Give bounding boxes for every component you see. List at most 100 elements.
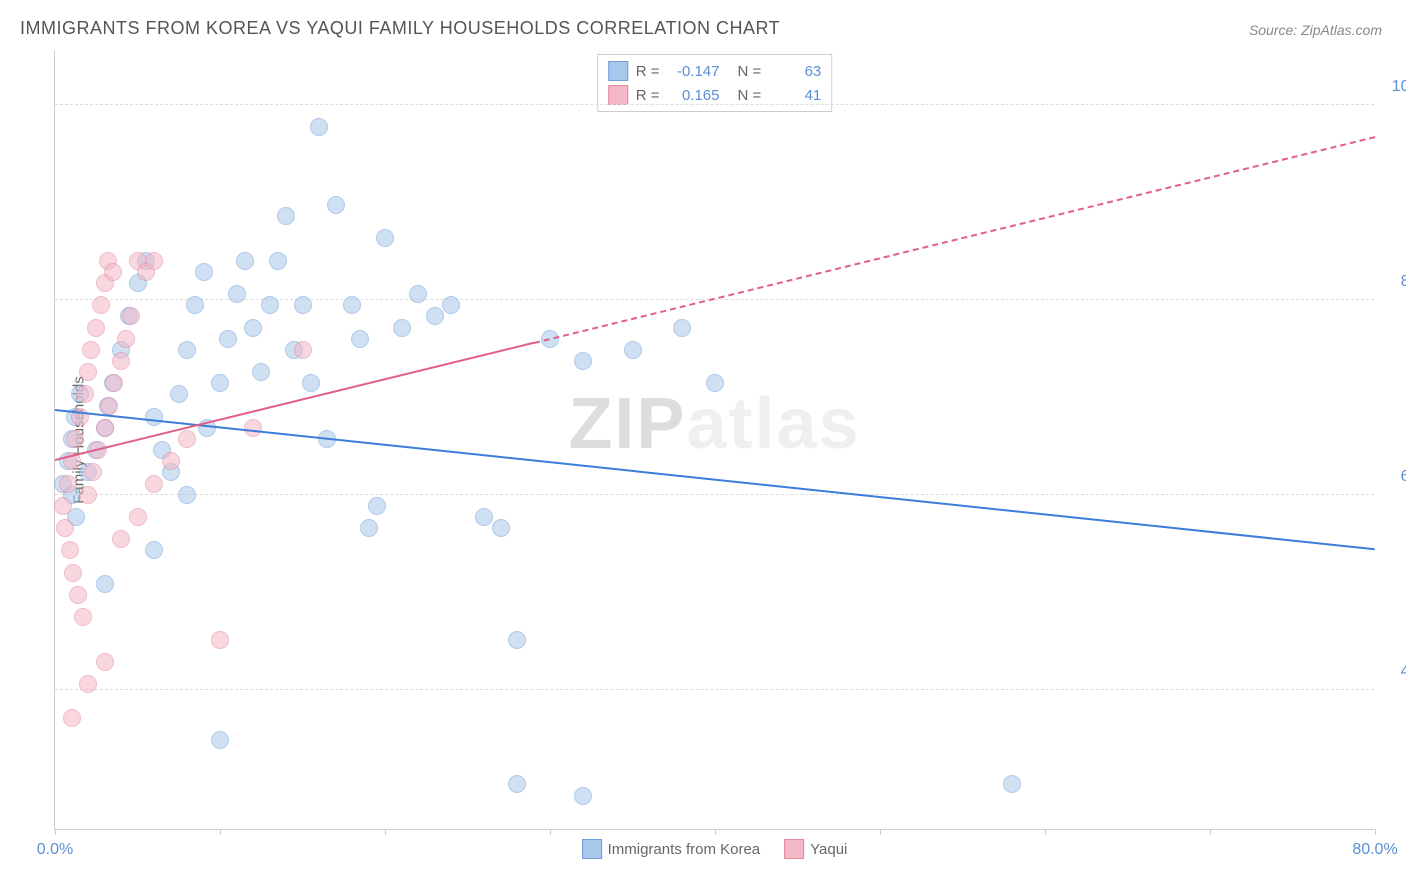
data-point <box>409 285 427 303</box>
data-point <box>56 519 74 537</box>
y-tick-label: 82.5% <box>1401 273 1406 291</box>
trend-line <box>55 409 1375 550</box>
legend-n-value: 63 <box>769 63 821 80</box>
data-point <box>269 252 287 270</box>
data-point <box>69 586 87 604</box>
x-tick <box>55 829 56 835</box>
data-point <box>59 475 77 493</box>
data-point <box>178 341 196 359</box>
data-point <box>145 541 163 559</box>
data-point <box>393 319 411 337</box>
data-point <box>426 307 444 325</box>
data-point <box>211 631 229 649</box>
data-point <box>310 118 328 136</box>
data-point <box>145 475 163 493</box>
data-point <box>211 374 229 392</box>
data-point <box>82 341 100 359</box>
data-point <box>673 319 691 337</box>
data-point <box>508 631 526 649</box>
data-point <box>219 330 237 348</box>
data-point <box>92 296 110 314</box>
gridline <box>55 104 1374 105</box>
watermark-atlas: atlas <box>686 384 860 464</box>
data-point <box>74 608 92 626</box>
data-point <box>87 319 105 337</box>
data-point <box>706 374 724 392</box>
data-point <box>360 519 378 537</box>
watermark-zip: ZIP <box>568 384 686 464</box>
data-point <box>129 508 147 526</box>
data-point <box>104 263 122 281</box>
data-point <box>294 296 312 314</box>
data-point <box>277 207 295 225</box>
legend-r-label: R = <box>636 87 660 104</box>
series-legend: Immigrants from Korea Yaqui <box>582 839 848 859</box>
data-point <box>376 229 394 247</box>
chart-title: IMMIGRANTS FROM KOREA VS YAQUI FAMILY HO… <box>20 18 780 39</box>
legend-row: R = -0.147 N = 63 <box>608 59 822 83</box>
trend-line-extrapolated <box>533 136 1375 344</box>
legend-n-value: 41 <box>769 87 821 104</box>
data-point <box>96 419 114 437</box>
legend-swatch <box>784 839 804 859</box>
data-point <box>302 374 320 392</box>
data-point <box>122 307 140 325</box>
data-point <box>508 775 526 793</box>
data-point <box>343 296 361 314</box>
watermark: ZIPatlas <box>568 383 860 465</box>
data-point <box>64 564 82 582</box>
data-point <box>244 419 262 437</box>
data-point <box>1003 775 1021 793</box>
data-point <box>244 319 262 337</box>
data-point <box>117 330 135 348</box>
source-label: Source: ZipAtlas.com <box>1249 22 1382 38</box>
y-tick-label: 100.0% <box>1392 78 1406 96</box>
data-point <box>145 252 163 270</box>
x-tick-label: 0.0% <box>37 841 73 859</box>
data-point <box>178 486 196 504</box>
data-point <box>294 341 312 359</box>
x-tick-label: 80.0% <box>1352 841 1397 859</box>
x-tick <box>1210 829 1211 835</box>
y-tick-label: 65.0% <box>1401 468 1406 486</box>
data-point <box>170 385 188 403</box>
data-point <box>112 352 130 370</box>
data-point <box>79 363 97 381</box>
x-tick <box>385 829 386 835</box>
x-tick <box>715 829 716 835</box>
data-point <box>96 653 114 671</box>
legend-n-label: N = <box>738 63 762 80</box>
legend-r-label: R = <box>636 63 660 80</box>
data-point <box>76 385 94 403</box>
legend-r-value: -0.147 <box>668 63 720 80</box>
legend-label: Immigrants from Korea <box>608 841 761 858</box>
legend-r-value: 0.165 <box>668 87 720 104</box>
legend-swatch <box>608 61 628 81</box>
x-tick <box>880 829 881 835</box>
data-point <box>228 285 246 303</box>
legend-item: Immigrants from Korea <box>582 839 761 859</box>
data-point <box>327 196 345 214</box>
x-tick <box>1045 829 1046 835</box>
data-point <box>96 575 114 593</box>
x-tick <box>220 829 221 835</box>
data-point <box>162 452 180 470</box>
data-point <box>79 486 97 504</box>
x-tick <box>1375 829 1376 835</box>
data-point <box>252 363 270 381</box>
data-point <box>112 530 130 548</box>
legend-swatch <box>608 85 628 105</box>
data-point <box>195 263 213 281</box>
data-point <box>261 296 279 314</box>
data-point <box>84 463 102 481</box>
data-point <box>624 341 642 359</box>
data-point <box>574 352 592 370</box>
legend-label: Yaqui <box>810 841 847 858</box>
data-point <box>211 731 229 749</box>
data-point <box>105 374 123 392</box>
legend-swatch <box>582 839 602 859</box>
data-point <box>145 408 163 426</box>
data-point <box>54 497 72 515</box>
data-point <box>61 541 79 559</box>
data-point <box>351 330 369 348</box>
